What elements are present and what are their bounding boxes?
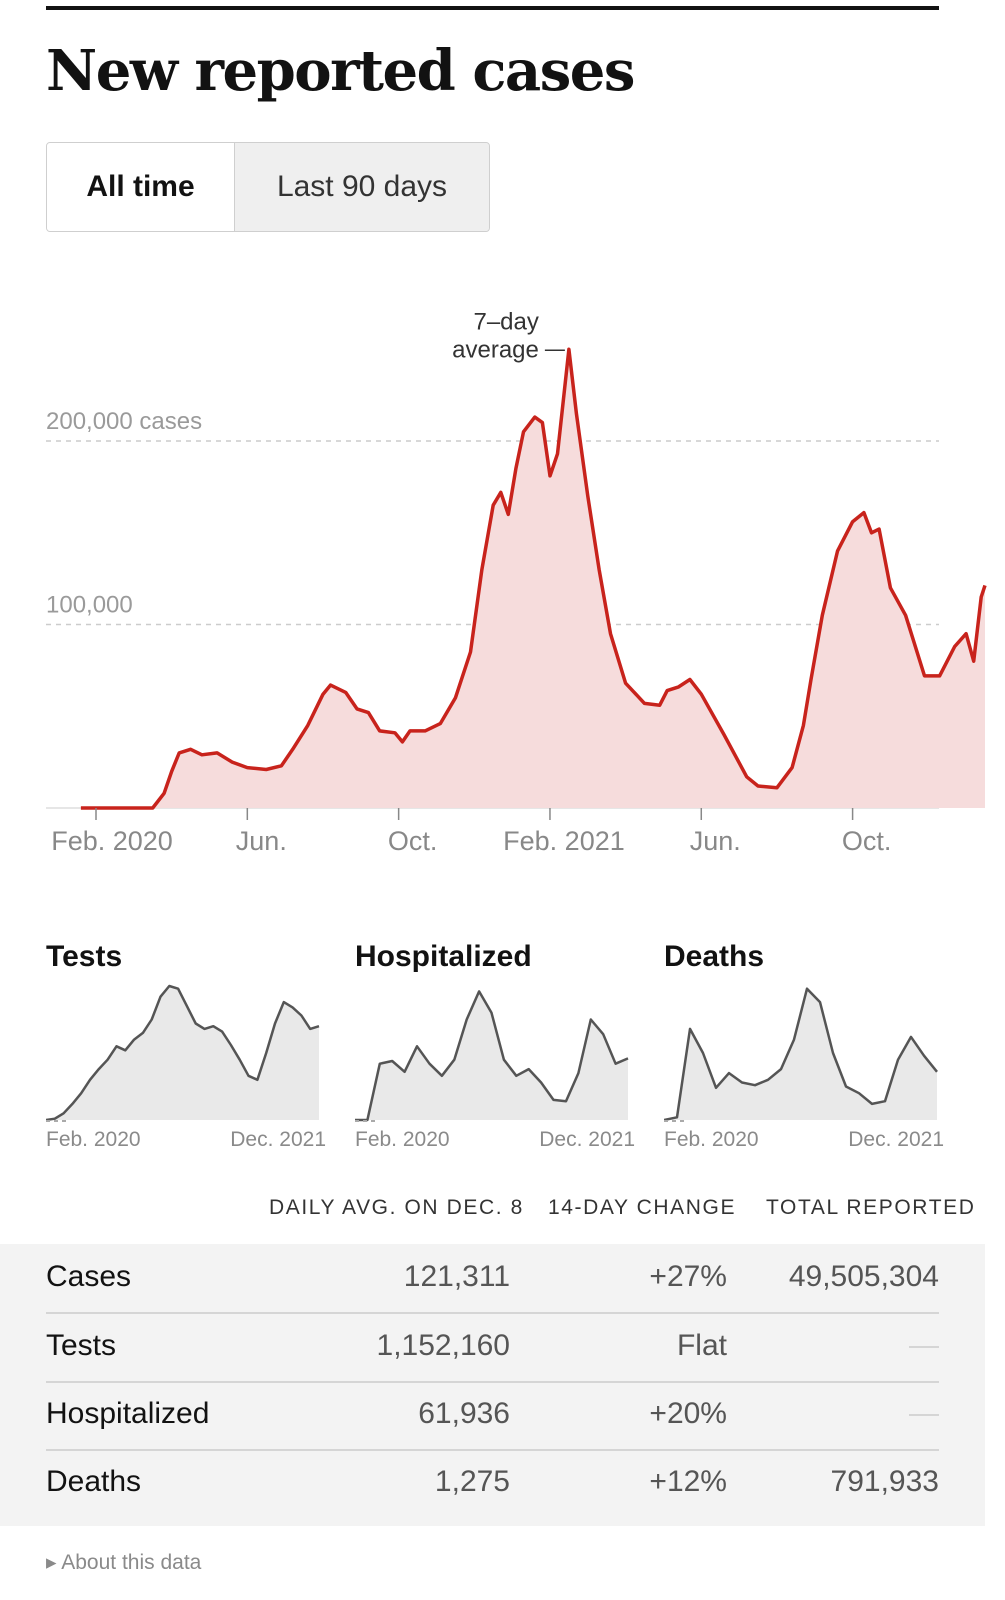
table-row-hospitalized: Hospitalized 61,936 +20%	[46, 1381, 939, 1451]
summary-table: Cases 121,311 +27% 49,505,304 Tests 1,15…	[0, 1244, 985, 1526]
mini-chart-deaths: Deaths Feb. 2020 Dec. 2021	[664, 940, 944, 1170]
about-data-label: About this data	[61, 1551, 202, 1574]
top-rule	[46, 6, 939, 10]
empty-dash	[909, 1346, 939, 1349]
y-axis-label: 100,000	[46, 592, 133, 619]
row-label: Cases	[46, 1260, 132, 1293]
triangle-right-icon: ▸	[46, 1551, 57, 1574]
col-header-14-day-change: 14-DAY CHANGE	[548, 1196, 737, 1219]
page-title: New reported cases	[46, 38, 635, 104]
total-value-empty	[909, 1397, 939, 1431]
x-tick-label: Jun.	[236, 826, 287, 856]
row-label: Deaths	[46, 1465, 142, 1498]
mini-x-start-label: Feb. 2020	[664, 1128, 759, 1151]
change-value: Flat	[676, 1329, 727, 1362]
x-tick-label: Jun.	[690, 826, 741, 856]
x-tick-label: Feb. 2021	[503, 826, 625, 856]
total-value: 791,933	[830, 1465, 939, 1498]
mini-chart-title: Hospitalized	[355, 940, 532, 973]
x-tick-label: Oct.	[388, 826, 438, 856]
sparkline-area	[355, 991, 628, 1120]
tests-sparkline	[46, 984, 320, 1122]
sparkline-area	[664, 988, 937, 1120]
hospitalized-sparkline	[355, 990, 629, 1122]
col-header-daily-avg: DAILY AVG. ON DEC. 8	[269, 1196, 524, 1219]
sparkline-line	[664, 987, 938, 1122]
daily-avg-value: 61,936	[418, 1397, 510, 1430]
mini-x-start-label: Feb. 2020	[355, 1128, 450, 1151]
change-value: +27%	[649, 1260, 727, 1293]
daily-avg-value: 121,311	[403, 1260, 510, 1293]
row-label: Hospitalized	[46, 1397, 210, 1430]
mini-x-end-label: Dec. 2021	[539, 1128, 635, 1151]
table-row-cases: Cases 121,311 +27% 49,505,304	[46, 1244, 939, 1314]
x-tick-label: Oct.	[842, 826, 892, 856]
mini-chart-title: Tests	[46, 940, 123, 973]
cases-series-line	[80, 347, 987, 810]
time-range-toggle: All time Last 90 days	[46, 142, 490, 232]
change-value: +12%	[649, 1465, 727, 1498]
cases-area-fill	[80, 349, 985, 808]
mini-x-end-label: Dec. 2021	[230, 1128, 326, 1151]
x-tick-label: Feb. 2020	[51, 826, 173, 856]
mini-x-start-label: Feb. 2020	[46, 1128, 141, 1151]
annotation-label: 7–day	[473, 308, 538, 335]
y-axis-label: 200,000 cases	[46, 408, 202, 435]
daily-avg-value: 1,152,160	[376, 1329, 510, 1362]
col-header-total-reported: TOTAL REPORTED	[766, 1196, 976, 1219]
table-row-deaths: Deaths 1,275 +12% 791,933	[46, 1449, 939, 1517]
toggle-all-time[interactable]: All time	[47, 143, 235, 231]
row-label: Tests	[46, 1329, 117, 1362]
table-row-tests: Tests 1,152,160 Flat	[46, 1313, 939, 1383]
annotation-label: average	[452, 336, 539, 363]
sparkline-line	[46, 984, 320, 1122]
sparkline-area	[46, 986, 319, 1120]
daily-avg-value: 1,275	[434, 1465, 510, 1498]
total-value: 49,505,304	[788, 1260, 939, 1293]
mini-x-end-label: Dec. 2021	[848, 1128, 944, 1151]
about-data-link[interactable]: ▸ About this data	[46, 1550, 201, 1575]
empty-dash	[909, 1414, 939, 1417]
change-value: +20%	[649, 1397, 727, 1430]
cases-chart: 200,000 cases 100,000 Feb. 2020 Jun. Oct. Feb…	[46, 308, 987, 856]
mini-chart-hospitalized: Hospitalized Feb. 2020 Dec. 2021	[355, 940, 635, 1170]
total-value-empty	[909, 1329, 939, 1363]
toggle-last-90-days[interactable]: Last 90 days	[235, 143, 489, 231]
sparkline-line	[355, 990, 629, 1122]
deaths-sparkline	[664, 987, 938, 1122]
mini-chart-title: Deaths	[664, 940, 765, 973]
mini-chart-tests: Tests Feb. 2020 Dec. 2021	[46, 940, 326, 1170]
